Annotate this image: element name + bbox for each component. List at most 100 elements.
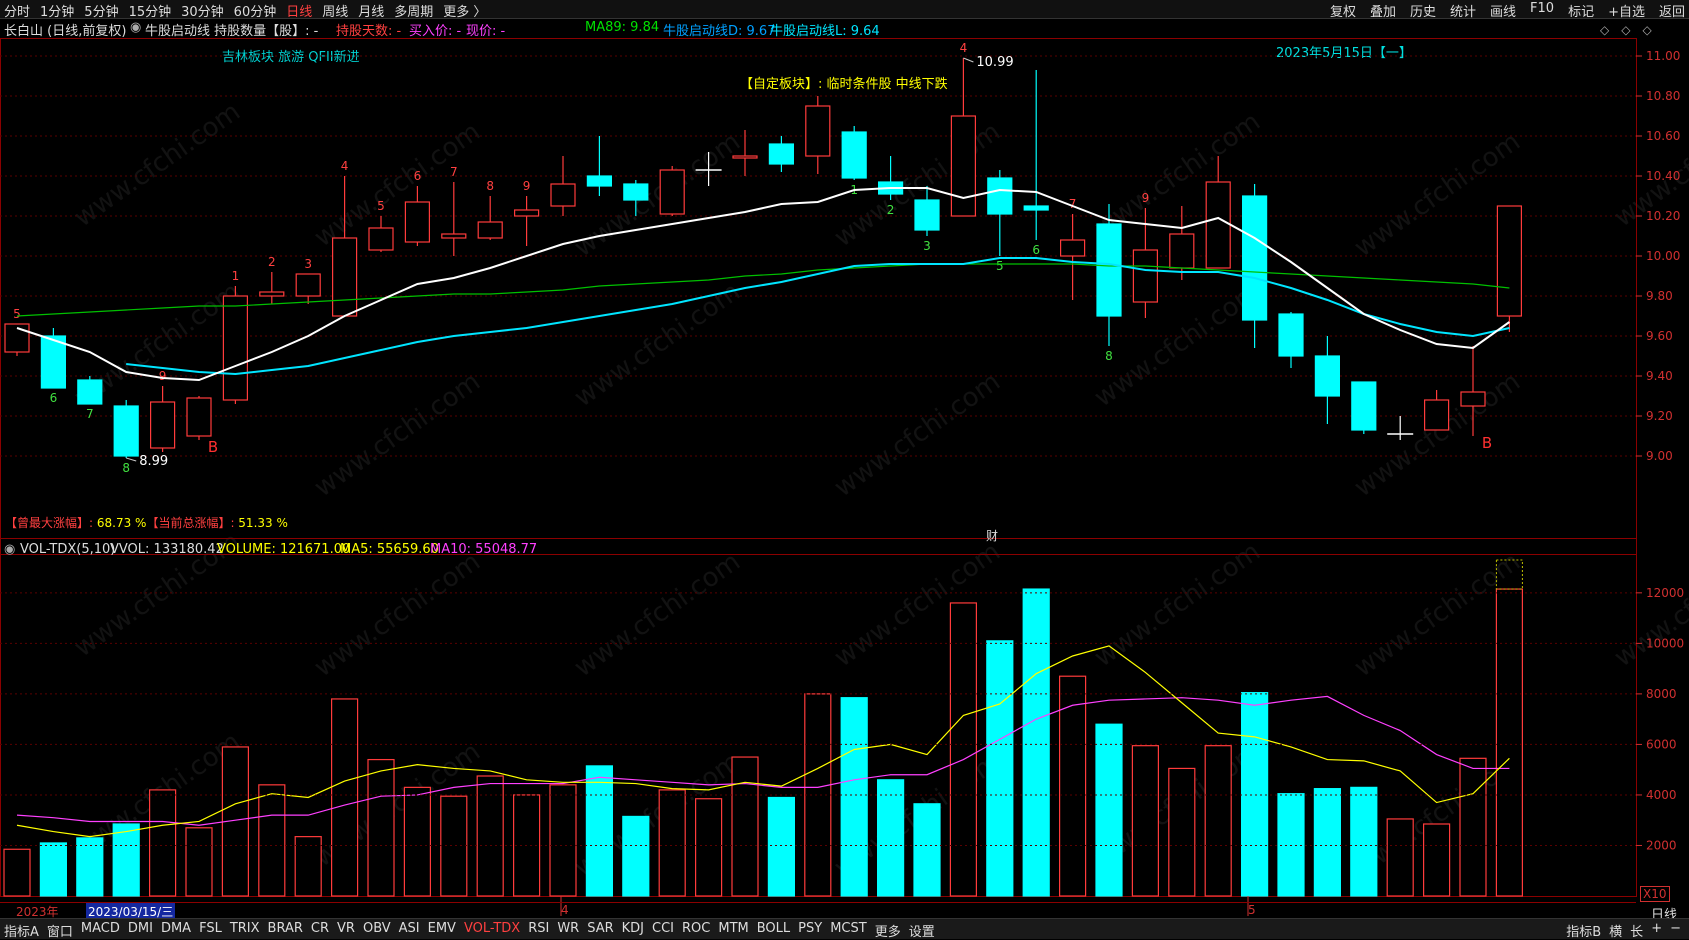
volume-bar (294, 836, 322, 897)
td-count-label: 4 (960, 41, 968, 55)
price-tick-label: 9.40 (1646, 369, 1673, 383)
diamond-icon[interactable]: ◇ (1600, 23, 1610, 37)
bottom-control-button[interactable]: 横 (1609, 925, 1623, 940)
candle-body (1314, 355, 1341, 397)
indicator-tab[interactable]: MACD (80, 921, 120, 936)
high-price-label: 10.99 (976, 55, 1013, 70)
volume-bar (185, 827, 213, 897)
zoom-badge[interactable]: X10 (1640, 886, 1670, 902)
td-count-label: 9 (1142, 191, 1150, 205)
period-tab[interactable]: 5分钟 (84, 5, 119, 20)
volume-bar (1168, 767, 1196, 897)
bull-line-l (126, 257, 1510, 376)
volume-bar (731, 756, 759, 897)
candle-body (295, 273, 321, 297)
candle-body (404, 201, 430, 243)
diamond-icon-2[interactable]: ◇ (1621, 23, 1631, 37)
period-tab[interactable]: 日线 (286, 5, 313, 20)
indicator-tab[interactable]: CR (310, 921, 330, 936)
volume-bar (1277, 793, 1305, 897)
price-tick-label: 10.80 (1646, 89, 1680, 103)
formula-label: 牛股启动线 持股数量【股】: - (145, 24, 319, 39)
toolbar-button[interactable]: 历史 (1409, 5, 1436, 20)
candle-body (1096, 223, 1122, 317)
indicator-tab[interactable]: DMA (160, 921, 192, 936)
toolbar-button[interactable]: +自选 (1608, 5, 1645, 20)
indicator-tab[interactable]: FSL (199, 921, 222, 936)
toolbar-button[interactable]: 画线 (1490, 5, 1517, 20)
indicator-tab[interactable]: 更多 (874, 925, 901, 940)
indicator-tab[interactable]: ROC (682, 921, 711, 936)
indicator-tab[interactable]: WR (557, 921, 580, 936)
indicator-tab[interactable]: DMI (127, 921, 153, 936)
td-count-label: 8 (1105, 349, 1113, 363)
indicator-tab[interactable]: SAR (587, 921, 614, 936)
vvol-value: VVOL: 133180.42 (110, 542, 224, 557)
candle-body (1351, 381, 1377, 431)
toolbar-button[interactable]: 标记 (1568, 5, 1595, 20)
period-tab[interactable]: 1分钟 (40, 5, 75, 20)
volume-tick-label: 6000 (1646, 737, 1677, 751)
vol-indicator-name[interactable]: VOL-TDX(5,10) (20, 542, 116, 557)
indicator-tab[interactable]: VR (337, 921, 355, 936)
indicator-tab[interactable]: KDJ (621, 921, 645, 936)
indicator-tab[interactable]: MCST (830, 921, 867, 936)
axis-month-4: 4 (561, 903, 569, 917)
window-button[interactable]: 窗口 (46, 925, 73, 940)
td-count-label: 9 (159, 369, 167, 383)
indicator-tab[interactable]: CCI (652, 921, 675, 936)
candle-body (950, 115, 977, 217)
bottom-control-button[interactable]: 指标B (1566, 925, 1602, 940)
toolbar-button[interactable]: F10 (1530, 1, 1555, 16)
indicator-a-button[interactable]: 指标A (4, 925, 39, 940)
indicator-tab[interactable]: BRAR (267, 921, 303, 936)
indicator-tab[interactable]: RSI (528, 921, 550, 936)
toolbar-button[interactable]: 统计 (1450, 5, 1477, 20)
period-tab[interactable]: 周线 (322, 5, 349, 20)
indicator-tab[interactable]: TRIX (229, 921, 260, 936)
td-count-label: 6 (414, 169, 422, 183)
period-tab[interactable]: 15分钟 (128, 5, 172, 20)
bottom-control-button[interactable]: + (1651, 921, 1663, 936)
stock-name[interactable]: 长白山 (日线,前复权) (4, 24, 127, 39)
settings-dot-icon[interactable]: ◉ (4, 542, 16, 557)
indicator-tab[interactable]: VOL-TDX (463, 921, 521, 936)
indicator-tab[interactable]: EMV (427, 921, 456, 936)
toolbar-button[interactable]: 复权 (1329, 5, 1356, 20)
period-tab[interactable]: 月线 (358, 5, 385, 20)
toolbar-button[interactable]: 返回 (1658, 5, 1685, 20)
volume-bar (112, 823, 140, 897)
candle-body (186, 397, 212, 437)
indicator-tab[interactable]: OBV (362, 921, 391, 936)
period-tab[interactable]: 30分钟 (181, 5, 224, 20)
td-count-label: 7 (86, 407, 94, 421)
sector-blocks[interactable]: 吉林板块 旅游 QFII新进 (222, 50, 360, 65)
bottom-control-button[interactable]: 长 (1630, 925, 1644, 940)
total-rise-value: 51.33 % (238, 516, 288, 530)
period-tab[interactable]: 多周期 (394, 5, 434, 20)
current-price: 现价: - (466, 24, 506, 39)
max-rise-value: 68.73 % (96, 516, 147, 530)
vol-ma10-value: MA10: 55048.77 (430, 542, 538, 557)
volume-bar (403, 786, 431, 897)
volume-bar (767, 796, 796, 897)
indicator-tab[interactable]: MTM (718, 921, 749, 936)
period-tab[interactable]: 更多 〉 (443, 5, 487, 20)
indicator-tab[interactable]: PSY (798, 921, 823, 936)
buy-signal-label: B (208, 438, 218, 456)
finance-badge[interactable]: 财 (986, 529, 999, 543)
period-tab[interactable]: 60分钟 (233, 5, 277, 20)
period-tab[interactable]: 分时 (4, 5, 31, 20)
diamond-icon-3[interactable]: ◇ (1642, 23, 1652, 37)
bottom-control-button[interactable]: − (1670, 921, 1681, 936)
indicator-tab[interactable]: 设置 (908, 925, 935, 940)
price-tick-label: 9.80 (1646, 289, 1673, 303)
candle-body (1169, 233, 1195, 269)
candle-body (586, 175, 613, 187)
settings-dot-icon[interactable]: ◉ (130, 20, 142, 35)
indicator-tab[interactable]: ASI (398, 921, 420, 936)
candle-body (40, 335, 67, 389)
toolbar-button[interactable]: 叠加 (1369, 5, 1396, 20)
indicator-tab[interactable]: BOLL (756, 921, 791, 936)
